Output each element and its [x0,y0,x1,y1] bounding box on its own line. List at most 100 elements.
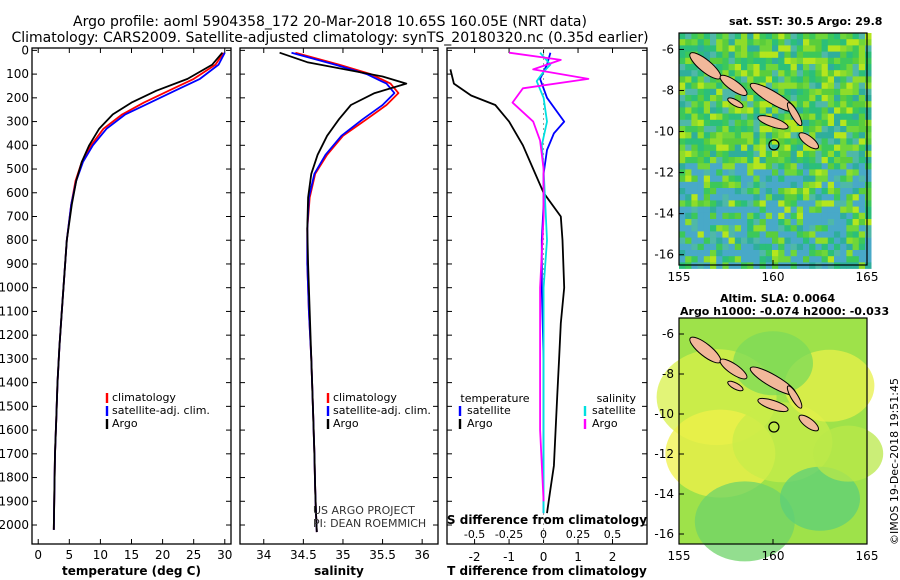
sst-cell [790,181,798,189]
sst-cell [827,237,835,245]
sst-cell [691,150,698,158]
sst-cell [815,262,822,269]
legend-title-temperature: temperature [460,392,529,405]
sst-cell [691,219,698,226]
sst-cell [846,132,853,139]
map-y-tick-label: -12 [654,447,674,461]
sst-cell [759,163,767,170]
sst-cell [691,45,698,52]
map-y-tick-label: -14 [654,487,674,501]
sst-cell [865,150,872,158]
sst-cell [827,157,835,164]
sst-cell [840,169,847,176]
sst-cell [734,76,742,83]
sst-cell [703,138,711,145]
sst-cell [809,70,816,77]
sst-cell [865,181,872,189]
sst-cell [809,219,816,226]
sst-cell [852,225,860,232]
sst-cell [840,256,847,263]
sst-cell [778,212,785,220]
sst-cell [834,45,841,52]
sst-cell [846,113,853,121]
sst-cell [846,126,853,133]
sst-cell [846,82,853,90]
sst-cell [753,256,760,263]
map-y-tick-label: -6 [662,327,674,341]
sst-cell [840,231,847,238]
sst-cell [710,107,717,114]
sst-cell [803,150,810,158]
sst-cell [710,33,717,40]
sst-cell [703,126,711,133]
sst-cell [716,150,723,158]
sst-cell [741,126,748,133]
sst-cell [796,175,804,183]
sst-cell [703,169,711,176]
sst-cell [821,82,829,90]
sst-cell [685,33,692,40]
sst-cell [840,76,847,83]
sst-cell [821,39,829,46]
x-tick-label: 5 [65,548,73,562]
sst-cell [784,219,791,226]
sst-cell [685,138,692,145]
sst-cell [691,144,698,152]
sst-cell [710,119,717,127]
sst-cell [840,64,847,71]
sst-cell [728,113,736,121]
profile-location-marker [768,421,780,433]
secondary-axis-label: S difference from climatology [447,513,647,527]
sst-cell [728,181,736,189]
sst-cell [815,256,822,263]
sst-cell [778,113,785,121]
sst-cell [784,45,791,52]
sst-cell [803,225,810,232]
sst-cell [734,225,742,232]
sst-cell [809,157,816,164]
sst-cell [834,250,841,257]
sst-cell [846,169,853,176]
sst-cell [728,206,736,214]
sst-cell [827,113,835,121]
sst-cell [759,157,767,164]
sst-cell [865,231,872,238]
sst-cell [728,225,736,232]
sst-cell [821,250,829,257]
sst-cell [710,88,717,96]
sst-cell [741,212,748,220]
sst-cell [716,126,723,133]
sst-cell [703,219,711,226]
sst-cell [815,250,822,257]
sst-cell [753,157,760,164]
sst-cell [697,237,705,245]
sst-cell [821,107,829,114]
sst-cell [790,119,798,127]
map-x-tick-label: 155 [668,270,691,284]
sst-cell [809,113,816,121]
sst-cell [747,175,754,183]
sst-cell [772,231,779,238]
sst-cell [703,163,711,170]
sst-cell [741,64,748,71]
sst-cell [691,163,698,170]
sst-cell [685,132,692,139]
sst-cell [815,181,822,189]
sst-cell [765,188,773,195]
sst-cell [772,188,779,195]
sst-cell [846,76,853,83]
sst-cell [741,113,748,121]
sst-cell [858,200,866,207]
sst-cell [734,181,742,189]
sst-cell [858,82,866,90]
sst-cell [722,163,729,170]
sst-cell [796,64,804,71]
sst-cell [697,119,705,127]
legend-label: Argo [112,417,138,430]
sst-cell [865,144,872,152]
sst-cell [722,231,729,238]
sst-cell [778,76,785,83]
sst-cell [716,169,723,176]
sst-cell [685,95,692,102]
sst-cell [728,150,736,158]
